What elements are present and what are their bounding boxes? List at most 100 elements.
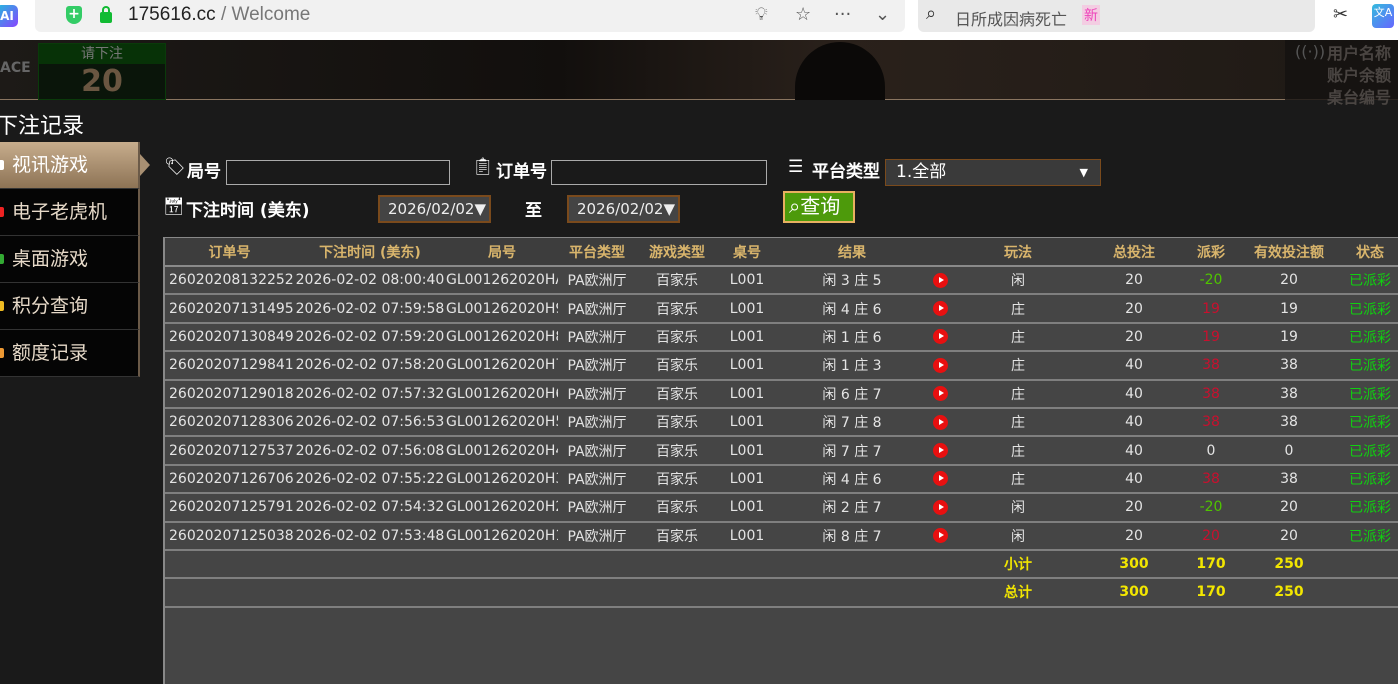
cell-status: 已派彩 — [1340, 521, 1398, 551]
cell-game-type: 百家乐 — [636, 351, 718, 381]
cell-bet-type: 庄 — [952, 436, 1084, 466]
cell-valid-bet: 38 — [1238, 379, 1340, 409]
cell-round-no: GL001262020H1 — [446, 521, 558, 551]
cell-table-no: L001 — [718, 493, 776, 523]
cell-order-no: 260202071308498 — [165, 322, 294, 353]
cell-bet-type: 庄 — [952, 322, 1084, 353]
translate-icon[interactable]: 文A — [1372, 4, 1394, 28]
header-platform: 平台类型 — [558, 238, 636, 267]
cell-platform: PA欧洲厅 — [558, 379, 636, 409]
cell-platform: PA欧洲厅 — [558, 294, 636, 324]
security-shield-icon[interactable]: + — [66, 6, 82, 24]
table-row: 260202071314958 2026-02-02 07:59:58 GL0012… — [165, 294, 1398, 324]
cell-replay[interactable] — [928, 493, 952, 523]
play-replay-icon[interactable] — [932, 528, 948, 544]
round-input[interactable] — [226, 160, 450, 185]
cell-order-no: 260202081322529 — [165, 266, 294, 296]
dropdown-arrow-icon: ▼ — [1079, 166, 1088, 179]
cell-game-type: 百家乐 — [636, 521, 718, 551]
empty-cell — [718, 578, 776, 608]
more-icon[interactable]: ··· — [834, 4, 852, 25]
cell-order-no: 260202071267068 — [165, 464, 294, 495]
to-label: 至 — [525, 201, 542, 221]
sidebar-item-live-games[interactable]: 视讯游戏 — [0, 142, 150, 189]
cell-payout: 19 — [1184, 322, 1238, 353]
sidebar-item-label: 视讯游戏 — [12, 154, 89, 176]
table-game-icon — [0, 254, 4, 264]
query-button[interactable]: ⌕查询 — [783, 191, 855, 223]
play-replay-icon[interactable] — [932, 272, 948, 288]
user-info-panel: ((·)) 用户名称 账户余额 桌台编号 — [1285, 40, 1398, 107]
play-replay-icon[interactable] — [932, 499, 948, 515]
play-replay-icon[interactable] — [932, 414, 948, 430]
star-icon[interactable]: ☆ — [795, 4, 812, 25]
platform-select[interactable]: 1.全部 ▼ — [885, 159, 1101, 186]
cell-status: 已派彩 — [1340, 407, 1398, 438]
cell-order-no: 260202071250385 — [165, 521, 294, 551]
search-box[interactable]: ⌕ 日所成因病死亡 新 — [918, 0, 1315, 32]
address-bar[interactable] — [35, 0, 905, 32]
play-replay-icon[interactable] — [932, 386, 948, 402]
cell-result: 闲 4 庄 6 — [776, 294, 928, 324]
empty-cell — [294, 578, 446, 608]
cell-bet-type: 庄 — [952, 294, 1084, 324]
calendar-icon: 📅︎ — [163, 197, 185, 217]
cell-total-bet: 20 — [1084, 322, 1184, 353]
cell-bet-time: 2026-02-02 07:56:08 — [294, 436, 446, 466]
sidebar-item-points[interactable]: 积分查询 — [0, 283, 140, 330]
cell-game-type: 百家乐 — [636, 379, 718, 409]
cell-platform: PA欧洲厅 — [558, 521, 636, 551]
bet-countdown: 请下注 20 — [38, 43, 166, 100]
date-to-select[interactable]: 2026/02/02▼ — [567, 195, 680, 223]
balance-label: 账户余额 — [1327, 66, 1392, 85]
empty-cell — [636, 549, 718, 580]
play-replay-icon[interactable] — [932, 357, 948, 373]
chevron-down-icon[interactable]: ⌄ — [875, 4, 891, 25]
cell-result: 闲 1 庄 6 — [776, 322, 928, 353]
cell-round-no: GL001262020H6 — [446, 379, 558, 409]
lightbulb-icon[interactable]: 💡︎ — [755, 4, 768, 25]
cell-status: 已派彩 — [1340, 266, 1398, 296]
cell-replay[interactable] — [928, 266, 952, 296]
sidebar-item-slots[interactable]: 电子老虎机 — [0, 189, 140, 236]
cell-result: 闲 8 庄 7 — [776, 521, 928, 551]
cell-game-type: 百家乐 — [636, 464, 718, 495]
play-replay-icon[interactable] — [932, 443, 948, 459]
cell-replay[interactable] — [928, 464, 952, 495]
url-text[interactable]: 175616.cc / Welcome — [128, 4, 311, 25]
order-input[interactable] — [551, 160, 767, 185]
table-row: 260202081322529 2026-02-02 08:00:40 GL0012… — [165, 266, 1398, 296]
scissors-icon[interactable]: ✂ — [1333, 4, 1349, 25]
tag-icon: 🏷︎ — [164, 157, 186, 177]
query-label: 查询 — [800, 194, 841, 218]
empty-cell — [294, 549, 446, 580]
cell-result: 闲 1 庄 3 — [776, 351, 928, 381]
cell-replay[interactable] — [928, 379, 952, 409]
play-replay-icon[interactable] — [932, 329, 948, 345]
cell-order-no: 260202071283064 — [165, 407, 294, 438]
sidebar-item-credit-records[interactable]: 额度记录 — [0, 330, 140, 377]
cell-replay[interactable] — [928, 294, 952, 324]
date-from-select[interactable]: 2026/02/02▼ — [378, 195, 491, 223]
cell-result: 闲 7 庄 8 — [776, 407, 928, 438]
header-bet-time: 下注时间 (美东) — [294, 238, 446, 267]
cell-replay[interactable] — [928, 351, 952, 381]
cell-replay[interactable] — [928, 521, 952, 551]
cell-order-no: 260202071290184 — [165, 379, 294, 409]
cell-replay[interactable] — [928, 436, 952, 466]
sidebar-item-label: 电子老虎机 — [12, 201, 108, 223]
cell-valid-bet: 19 — [1238, 322, 1340, 353]
header-order-no: 订单号 — [165, 238, 294, 267]
sidebar-item-label: 积分查询 — [12, 295, 89, 317]
play-replay-icon[interactable] — [932, 301, 948, 317]
empty-cell — [776, 578, 928, 608]
play-replay-icon[interactable] — [932, 471, 948, 487]
sidebar-item-table-games[interactable]: 桌面游戏 — [0, 236, 140, 283]
ai-extension-icon[interactable]: AI — [0, 5, 18, 27]
cell-replay[interactable] — [928, 407, 952, 438]
cell-replay[interactable] — [928, 322, 952, 353]
cell-result: 闲 2 庄 7 — [776, 493, 928, 523]
countdown-value: 20 — [81, 64, 123, 99]
lock-icon[interactable] — [100, 6, 112, 23]
cell-game-type: 百家乐 — [636, 493, 718, 523]
